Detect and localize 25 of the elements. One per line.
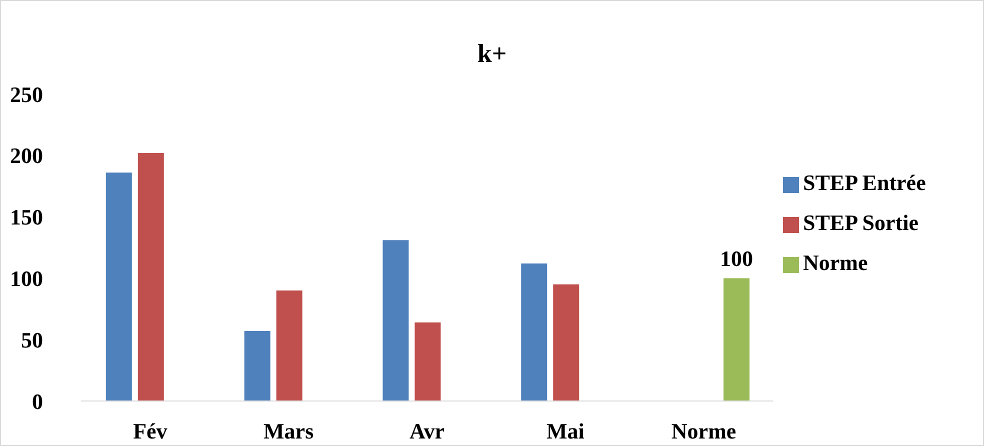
legend-label: STEP Sortie: [803, 210, 919, 235]
y-tick-label: 50: [21, 327, 43, 352]
x-tick-label: Avr: [409, 418, 445, 444]
chart-title: k+: [476, 39, 508, 69]
y-tick-label: 200: [10, 143, 43, 168]
y-tick-label: 150: [10, 204, 43, 230]
data-label: 100: [720, 246, 754, 272]
bar: [521, 263, 548, 401]
x-tick-label: Mars: [264, 418, 314, 444]
y-tick-label: 250: [10, 82, 43, 107]
bar: [382, 240, 409, 401]
x-tick-label: Fév: [133, 418, 168, 444]
bar: [553, 284, 580, 401]
legend-label: STEP Entrée: [803, 170, 926, 195]
legend-label: Norme: [803, 250, 868, 275]
y-tick-label: 0: [32, 388, 43, 414]
bar: [414, 322, 441, 401]
bar: [244, 331, 270, 401]
bar: [138, 152, 164, 401]
x-tick-label: Mai: [546, 418, 584, 444]
x-tick-label: Norme: [671, 418, 736, 444]
y-tick-label: 100: [10, 266, 43, 292]
bar: [276, 290, 302, 401]
bar: [106, 172, 132, 401]
bar: [724, 278, 750, 401]
